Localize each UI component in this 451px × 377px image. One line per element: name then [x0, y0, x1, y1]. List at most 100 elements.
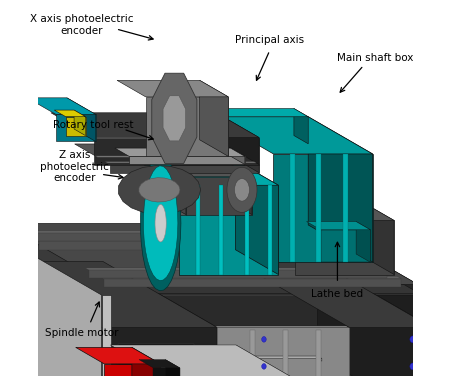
Polygon shape — [129, 156, 245, 164]
Polygon shape — [139, 178, 180, 202]
Polygon shape — [21, 231, 322, 233]
Polygon shape — [219, 185, 223, 274]
Polygon shape — [186, 177, 252, 215]
Polygon shape — [35, 239, 337, 241]
Polygon shape — [0, 261, 217, 328]
Polygon shape — [153, 368, 180, 377]
Polygon shape — [235, 261, 432, 328]
Polygon shape — [118, 344, 194, 368]
Polygon shape — [158, 223, 159, 224]
Polygon shape — [155, 204, 166, 242]
Polygon shape — [165, 164, 252, 177]
Polygon shape — [235, 161, 278, 274]
Polygon shape — [308, 117, 373, 262]
Polygon shape — [217, 328, 350, 377]
Polygon shape — [117, 80, 228, 97]
Polygon shape — [103, 261, 217, 377]
Polygon shape — [356, 222, 370, 262]
Polygon shape — [318, 229, 432, 328]
Polygon shape — [39, 241, 337, 250]
Polygon shape — [159, 218, 160, 219]
Polygon shape — [100, 276, 401, 279]
Text: Z axis
photoelectric
encoder: Z axis photoelectric encoder — [40, 150, 109, 183]
Polygon shape — [51, 113, 259, 138]
Polygon shape — [163, 96, 186, 141]
Polygon shape — [230, 148, 245, 164]
Polygon shape — [107, 284, 418, 293]
Polygon shape — [209, 117, 373, 154]
Text: Lathe bed: Lathe bed — [311, 290, 364, 299]
Polygon shape — [236, 345, 342, 377]
Polygon shape — [0, 229, 101, 377]
Polygon shape — [139, 360, 180, 368]
Polygon shape — [104, 364, 161, 377]
Polygon shape — [268, 185, 272, 274]
Ellipse shape — [227, 167, 257, 212]
Polygon shape — [217, 328, 350, 377]
Polygon shape — [132, 347, 161, 377]
Text: X axis photoelectric
encoder: X axis photoelectric encoder — [30, 14, 134, 36]
Polygon shape — [158, 220, 159, 221]
Polygon shape — [295, 221, 394, 274]
Polygon shape — [162, 221, 163, 222]
Polygon shape — [0, 261, 101, 377]
Ellipse shape — [235, 179, 249, 201]
Polygon shape — [196, 185, 200, 274]
Polygon shape — [85, 268, 387, 270]
Polygon shape — [140, 156, 181, 291]
Polygon shape — [321, 230, 370, 262]
Polygon shape — [290, 154, 295, 262]
Polygon shape — [101, 295, 432, 328]
Text: Principal axis: Principal axis — [235, 35, 304, 45]
Polygon shape — [170, 177, 186, 215]
Polygon shape — [146, 97, 228, 156]
Ellipse shape — [410, 363, 415, 370]
Polygon shape — [1, 223, 418, 284]
Polygon shape — [179, 185, 278, 274]
Polygon shape — [136, 161, 278, 185]
Polygon shape — [110, 345, 342, 377]
Polygon shape — [230, 164, 252, 215]
Polygon shape — [273, 154, 373, 262]
Polygon shape — [0, 356, 322, 359]
Polygon shape — [54, 110, 86, 117]
Polygon shape — [27, 98, 96, 114]
Polygon shape — [214, 326, 350, 328]
Polygon shape — [165, 164, 186, 215]
Polygon shape — [200, 80, 228, 156]
Polygon shape — [195, 109, 308, 117]
Polygon shape — [318, 261, 432, 377]
Ellipse shape — [262, 337, 266, 342]
Polygon shape — [95, 156, 246, 157]
Polygon shape — [312, 223, 418, 293]
Polygon shape — [56, 114, 96, 141]
Polygon shape — [115, 148, 245, 156]
Text: Rotary tool rest: Rotary tool rest — [53, 120, 133, 130]
Polygon shape — [106, 162, 256, 163]
Polygon shape — [317, 330, 322, 377]
Polygon shape — [283, 330, 288, 377]
Polygon shape — [159, 225, 160, 227]
Polygon shape — [216, 113, 259, 165]
Polygon shape — [158, 224, 159, 225]
Text: Main shaft box: Main shaft box — [337, 53, 413, 63]
Polygon shape — [317, 154, 322, 262]
Polygon shape — [104, 279, 401, 287]
Polygon shape — [119, 166, 201, 214]
Polygon shape — [110, 165, 259, 173]
Polygon shape — [223, 144, 259, 173]
Ellipse shape — [262, 363, 266, 369]
Polygon shape — [343, 154, 348, 262]
Polygon shape — [0, 229, 432, 295]
Polygon shape — [74, 110, 86, 136]
Polygon shape — [350, 328, 432, 377]
Polygon shape — [143, 166, 178, 280]
Polygon shape — [307, 222, 370, 230]
Polygon shape — [152, 73, 197, 164]
Text: Spindle motor: Spindle motor — [45, 328, 119, 338]
Polygon shape — [266, 204, 394, 221]
Polygon shape — [101, 295, 111, 377]
Polygon shape — [76, 347, 161, 364]
Polygon shape — [245, 185, 249, 274]
Polygon shape — [67, 98, 96, 141]
